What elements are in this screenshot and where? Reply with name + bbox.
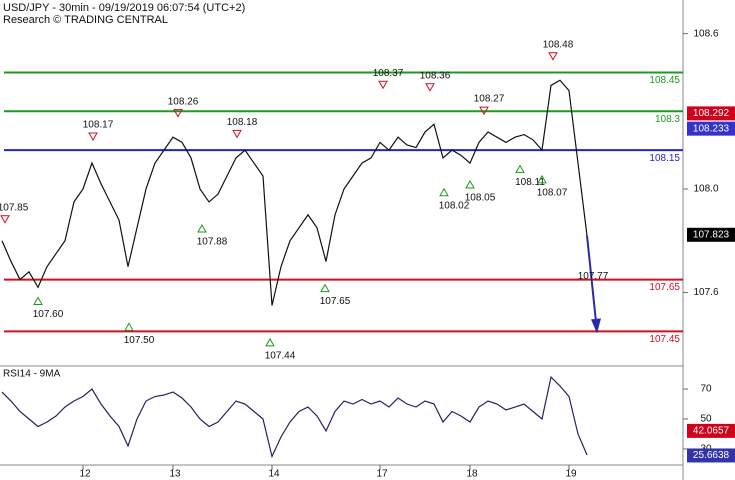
low-label: 107.60 bbox=[33, 309, 64, 320]
high-marker bbox=[0, 215, 10, 224]
price-tag bbox=[687, 423, 735, 438]
low-marker bbox=[124, 322, 134, 331]
price-tag bbox=[687, 448, 735, 463]
low-marker bbox=[537, 174, 547, 184]
x-tick-label: 14 bbox=[268, 469, 280, 480]
low-marker bbox=[197, 224, 207, 233]
y-tick-label: 107.6 bbox=[693, 287, 718, 298]
price-tag bbox=[687, 227, 735, 242]
level-label: 108.45 bbox=[649, 75, 680, 86]
low-marker bbox=[515, 164, 525, 173]
low-label: 108.05 bbox=[465, 193, 496, 204]
level-label: 107.45 bbox=[649, 334, 680, 345]
x-tick-label: 18 bbox=[466, 469, 478, 480]
x-tick-label: 13 bbox=[169, 469, 181, 480]
high-label: 108.48 bbox=[543, 39, 574, 50]
price-tag-label: 108.233 bbox=[693, 123, 730, 134]
price-tag bbox=[687, 121, 735, 136]
low-label: 108.11 bbox=[515, 177, 545, 188]
target-label: 107.77 bbox=[578, 271, 609, 282]
level-label: 108.15 bbox=[649, 153, 680, 164]
high-marker bbox=[88, 132, 98, 141]
low-label: 107.88 bbox=[197, 237, 228, 248]
chart-title: USD/JPY - 30min - 09/19/2019 06:07:54 (U… bbox=[3, 2, 245, 14]
price-tag-label: 107.823 bbox=[693, 229, 730, 240]
high-label: 107.85 bbox=[0, 202, 29, 213]
low-marker bbox=[439, 187, 449, 197]
y-tick-label: 108.0 bbox=[693, 184, 718, 195]
high-marker bbox=[378, 80, 388, 90]
price-tag-label: 25.6638 bbox=[693, 450, 730, 461]
x-tick-label: 12 bbox=[79, 469, 91, 480]
low-label: 107.65 bbox=[320, 296, 351, 307]
high-marker bbox=[173, 109, 183, 118]
high-marker bbox=[548, 52, 558, 61]
projection-arrow bbox=[586, 235, 598, 332]
rsi-title: RSI14 - 9MA bbox=[3, 369, 61, 380]
y-tick-label: 70 bbox=[700, 384, 712, 395]
low-label: 107.44 bbox=[265, 351, 296, 362]
price-tag-label: 42.0657 bbox=[693, 426, 730, 437]
level-label: 108.3 bbox=[655, 114, 680, 125]
high-label: 108.26 bbox=[168, 96, 199, 107]
price-tag-label: 108.292 bbox=[693, 108, 730, 119]
y-tick-label: 108.6 bbox=[693, 28, 718, 39]
low-label: 107.50 bbox=[124, 335, 155, 346]
high-label: 108.27 bbox=[474, 94, 505, 105]
arrow-head bbox=[591, 318, 601, 334]
low-label: 108.07 bbox=[537, 187, 568, 198]
high-label: 108.37 bbox=[373, 68, 404, 79]
high-marker bbox=[232, 129, 242, 139]
low-marker bbox=[465, 180, 475, 189]
level-label: 107.65 bbox=[649, 282, 680, 293]
low-marker bbox=[33, 296, 43, 306]
low-marker bbox=[320, 283, 330, 293]
low-label: 108.02 bbox=[439, 200, 470, 211]
high-label: 108.17 bbox=[83, 120, 114, 131]
price-line bbox=[1, 375, 588, 459]
high-label: 108.36 bbox=[420, 70, 451, 81]
high-marker bbox=[479, 106, 489, 116]
chart-subtitle: Research © TRADING CENTRAL bbox=[3, 14, 168, 26]
low-marker bbox=[265, 337, 275, 347]
price-line bbox=[1, 79, 588, 306]
price-tag bbox=[687, 106, 735, 121]
high-label: 108.18 bbox=[227, 117, 258, 128]
x-tick-label: 19 bbox=[565, 469, 577, 480]
x-tick-label: 17 bbox=[376, 469, 388, 480]
high-marker bbox=[425, 83, 435, 92]
y-tick-label: 50 bbox=[700, 414, 712, 425]
